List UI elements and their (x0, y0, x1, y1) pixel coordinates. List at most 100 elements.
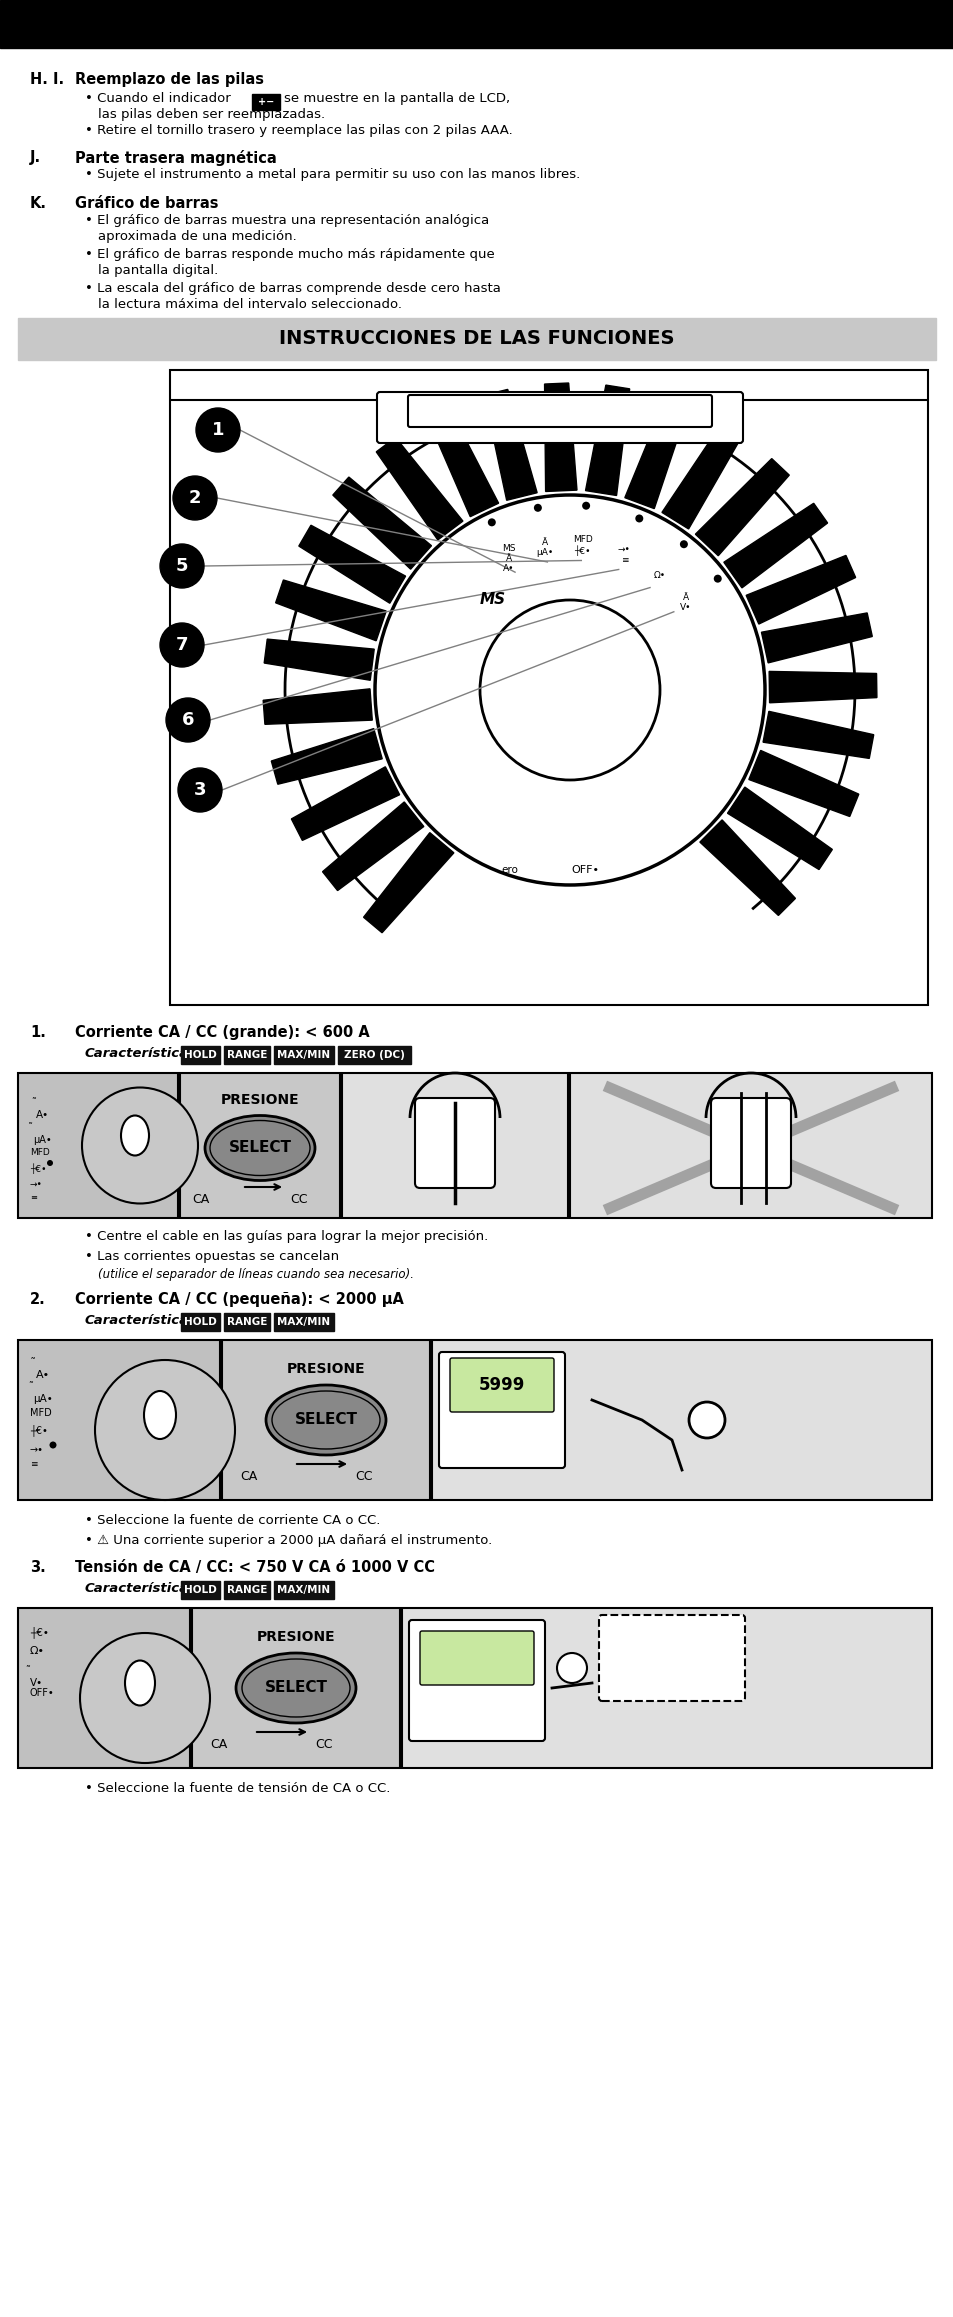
Text: MAX/MIN: MAX/MIN (277, 1050, 331, 1059)
Text: CC: CC (314, 1738, 333, 1752)
Text: →•: →• (30, 1446, 44, 1455)
Text: HOLD: HOLD (184, 1050, 216, 1059)
Circle shape (688, 1402, 724, 1439)
Text: la lectura máxima del intervalo seleccionado.: la lectura máxima del intervalo seleccio… (98, 299, 401, 310)
Circle shape (166, 697, 210, 741)
Text: H. I.: H. I. (30, 72, 64, 88)
Ellipse shape (121, 1114, 149, 1156)
Text: PRESIONE: PRESIONE (287, 1362, 365, 1376)
Text: RANGE: RANGE (227, 1050, 267, 1059)
FancyBboxPatch shape (274, 1314, 334, 1330)
Circle shape (679, 540, 687, 549)
Ellipse shape (242, 1659, 350, 1717)
Circle shape (95, 1360, 234, 1499)
Text: Características:: Características: (85, 1314, 202, 1328)
FancyBboxPatch shape (438, 1353, 564, 1469)
Bar (192, 1608, 399, 1768)
Polygon shape (375, 438, 462, 540)
Circle shape (375, 496, 764, 885)
Text: PRESIONE: PRESIONE (256, 1629, 335, 1645)
Text: INSTRUCCIONES DE LAS FUNCIONES: INSTRUCCIONES DE LAS FUNCIONES (279, 329, 674, 348)
Text: ̃
V•: ̃ V• (30, 1666, 43, 1687)
Bar (432, 1339, 931, 1499)
Bar (18, 1073, 178, 1219)
Polygon shape (745, 556, 855, 623)
Text: • Las corrientes opuestas se cancelan: • Las corrientes opuestas se cancelan (85, 1249, 338, 1263)
Text: RANGE: RANGE (227, 1316, 267, 1328)
Bar (180, 1073, 339, 1219)
Text: • El gráfico de barras responde mucho más rápidamente que: • El gráfico de barras responde mucho má… (85, 248, 495, 262)
Text: Gráfico de barras: Gráfico de barras (75, 197, 218, 211)
Polygon shape (298, 526, 405, 602)
Text: ̃
A•: ̃ A• (36, 1358, 51, 1379)
Circle shape (160, 544, 204, 589)
Text: Parte trasera magnética: Parte trasera magnética (75, 151, 276, 167)
Polygon shape (544, 382, 577, 491)
FancyBboxPatch shape (710, 1098, 790, 1189)
Bar (401, 1608, 931, 1768)
Text: →•
≡: →• ≡ (618, 547, 630, 565)
Text: OFF•: OFF• (30, 1689, 54, 1698)
Circle shape (172, 475, 216, 519)
Text: Ã
μA•: Ã μA• (536, 538, 553, 556)
Ellipse shape (266, 1386, 386, 1455)
Circle shape (50, 1441, 56, 1448)
Text: CC: CC (290, 1193, 307, 1207)
FancyBboxPatch shape (376, 392, 742, 443)
FancyBboxPatch shape (415, 1098, 495, 1189)
Text: HOLD: HOLD (184, 1316, 216, 1328)
Text: 2: 2 (189, 489, 201, 507)
Polygon shape (484, 389, 537, 500)
Text: ┼€•: ┼€• (30, 1627, 49, 1638)
Text: SELECT: SELECT (294, 1413, 357, 1427)
Text: MFD: MFD (30, 1147, 50, 1156)
Text: ≡: ≡ (30, 1193, 37, 1203)
FancyBboxPatch shape (450, 1358, 554, 1411)
Text: • ⚠ Una corriente superior a 2000 μA dañará el instrumento.: • ⚠ Una corriente superior a 2000 μA dañ… (85, 1534, 492, 1548)
Polygon shape (363, 832, 454, 934)
Polygon shape (727, 788, 831, 869)
Circle shape (557, 1652, 586, 1682)
Bar (341, 1073, 567, 1219)
Text: (utilice el separador de líneas cuando sea necesario).: (utilice el separador de líneas cuando s… (98, 1267, 414, 1281)
Polygon shape (768, 672, 876, 702)
Polygon shape (271, 728, 382, 783)
Text: ≡: ≡ (30, 1460, 37, 1469)
Text: →•: →• (30, 1182, 43, 1191)
FancyBboxPatch shape (274, 1580, 334, 1599)
Text: Reemplazo de las pilas: Reemplazo de las pilas (75, 72, 264, 88)
Polygon shape (264, 639, 374, 681)
FancyBboxPatch shape (224, 1045, 270, 1064)
FancyBboxPatch shape (419, 1631, 534, 1684)
FancyBboxPatch shape (181, 1580, 220, 1599)
Text: 3: 3 (193, 781, 206, 799)
Text: aproximada de una medición.: aproximada de una medición. (98, 229, 296, 243)
Circle shape (534, 503, 541, 512)
Circle shape (80, 1633, 210, 1763)
Text: MAX/MIN: MAX/MIN (277, 1316, 331, 1328)
Circle shape (479, 600, 659, 781)
Polygon shape (624, 399, 687, 510)
Text: • Seleccione la fuente de corriente CA o CC.: • Seleccione la fuente de corriente CA o… (85, 1513, 380, 1527)
Text: 7: 7 (175, 635, 188, 653)
Text: 3.: 3. (30, 1559, 46, 1576)
FancyBboxPatch shape (274, 1045, 334, 1064)
Text: MS
Ã
A•: MS Ã A• (501, 544, 515, 575)
Text: • El gráfico de barras muestra una representación analógica: • El gráfico de barras muestra una repre… (85, 213, 489, 227)
Text: HOLD: HOLD (184, 1585, 216, 1594)
Text: PRESIONE: PRESIONE (220, 1094, 299, 1108)
Text: CA: CA (210, 1738, 227, 1752)
Text: Ω•: Ω• (653, 572, 664, 579)
FancyBboxPatch shape (598, 1615, 744, 1701)
FancyBboxPatch shape (224, 1580, 270, 1599)
Circle shape (178, 767, 222, 811)
Ellipse shape (210, 1121, 310, 1175)
Bar (170, 371, 927, 1006)
Polygon shape (762, 711, 873, 758)
Text: 6: 6 (182, 711, 194, 730)
Polygon shape (760, 614, 871, 663)
Text: J.: J. (30, 151, 41, 165)
Bar (569, 1073, 931, 1219)
Text: ┼€•: ┼€• (30, 1163, 47, 1175)
Text: Ω•: Ω• (30, 1645, 45, 1657)
